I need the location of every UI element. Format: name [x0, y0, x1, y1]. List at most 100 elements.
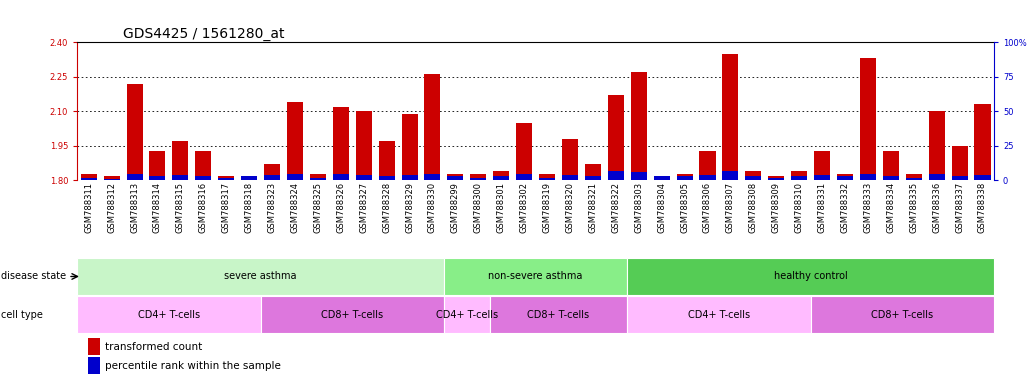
- Bar: [379, 176, 394, 180]
- Bar: [218, 176, 234, 180]
- Bar: [264, 175, 280, 180]
- Bar: [627, 296, 811, 333]
- Bar: [722, 171, 739, 180]
- Bar: [699, 175, 716, 180]
- Bar: [172, 175, 188, 180]
- Bar: [562, 139, 578, 180]
- Bar: [196, 176, 211, 180]
- Bar: [196, 151, 211, 180]
- Bar: [608, 95, 624, 180]
- Bar: [104, 176, 119, 180]
- Bar: [80, 178, 97, 180]
- Bar: [585, 164, 600, 180]
- Bar: [974, 104, 991, 180]
- Bar: [493, 176, 509, 180]
- Bar: [627, 258, 994, 295]
- Bar: [444, 258, 627, 295]
- Bar: [516, 174, 533, 180]
- Bar: [77, 258, 444, 295]
- Text: healthy control: healthy control: [774, 271, 848, 281]
- Bar: [814, 175, 830, 180]
- Bar: [952, 176, 967, 180]
- Bar: [883, 151, 899, 180]
- Bar: [424, 74, 441, 180]
- Bar: [447, 176, 464, 180]
- Bar: [516, 123, 533, 180]
- Bar: [768, 176, 784, 180]
- Bar: [424, 174, 441, 180]
- Bar: [241, 176, 258, 180]
- Bar: [471, 174, 486, 180]
- Bar: [261, 296, 444, 333]
- Bar: [585, 176, 600, 180]
- Bar: [287, 102, 303, 180]
- Bar: [952, 146, 967, 180]
- Bar: [768, 178, 784, 180]
- Bar: [699, 151, 716, 180]
- Bar: [127, 174, 142, 180]
- Bar: [654, 176, 670, 180]
- Bar: [241, 176, 258, 180]
- Bar: [447, 174, 464, 180]
- Bar: [355, 175, 372, 180]
- Bar: [883, 176, 899, 180]
- Bar: [654, 176, 670, 180]
- Bar: [791, 171, 808, 180]
- Text: CD8+ T-cells: CD8+ T-cells: [321, 310, 383, 320]
- Bar: [811, 296, 994, 333]
- Bar: [630, 72, 647, 180]
- Text: CD8+ T-cells: CD8+ T-cells: [527, 310, 589, 320]
- Bar: [149, 176, 166, 180]
- Bar: [287, 174, 303, 180]
- Bar: [814, 151, 830, 180]
- Bar: [860, 58, 876, 180]
- Bar: [402, 114, 417, 180]
- Bar: [104, 179, 119, 180]
- Bar: [791, 176, 808, 180]
- Bar: [333, 107, 349, 180]
- Bar: [608, 171, 624, 180]
- Bar: [837, 174, 853, 180]
- Bar: [630, 172, 647, 180]
- Bar: [355, 111, 372, 180]
- Bar: [746, 176, 761, 180]
- Bar: [929, 174, 945, 180]
- Bar: [172, 141, 188, 180]
- Text: non-severe asthma: non-severe asthma: [488, 271, 583, 281]
- Bar: [490, 296, 627, 333]
- Bar: [860, 174, 876, 180]
- Bar: [264, 164, 280, 180]
- Bar: [539, 174, 555, 180]
- Bar: [310, 174, 325, 180]
- Bar: [379, 141, 394, 180]
- Bar: [310, 178, 325, 180]
- Bar: [677, 176, 692, 180]
- Bar: [929, 111, 945, 180]
- Text: disease state: disease state: [1, 271, 66, 281]
- Bar: [905, 178, 922, 180]
- Bar: [77, 296, 261, 333]
- Text: severe asthma: severe asthma: [225, 271, 297, 281]
- Text: GDS4425 / 1561280_at: GDS4425 / 1561280_at: [124, 27, 284, 41]
- Bar: [218, 178, 234, 180]
- Text: transformed count: transformed count: [105, 341, 202, 352]
- Bar: [837, 176, 853, 180]
- Bar: [539, 178, 555, 180]
- Bar: [905, 174, 922, 180]
- Bar: [444, 296, 490, 333]
- Text: CD8+ T-cells: CD8+ T-cells: [871, 310, 933, 320]
- Text: CD4+ T-cells: CD4+ T-cells: [138, 310, 200, 320]
- Bar: [677, 174, 692, 180]
- Bar: [974, 175, 991, 180]
- Text: CD4+ T-cells: CD4+ T-cells: [436, 310, 497, 320]
- Bar: [562, 175, 578, 180]
- Bar: [471, 178, 486, 180]
- Text: CD4+ T-cells: CD4+ T-cells: [688, 310, 750, 320]
- Bar: [80, 174, 97, 180]
- Bar: [746, 171, 761, 180]
- Bar: [493, 171, 509, 180]
- Bar: [402, 175, 417, 180]
- Text: cell type: cell type: [1, 310, 43, 320]
- Bar: [127, 84, 142, 180]
- Bar: [333, 174, 349, 180]
